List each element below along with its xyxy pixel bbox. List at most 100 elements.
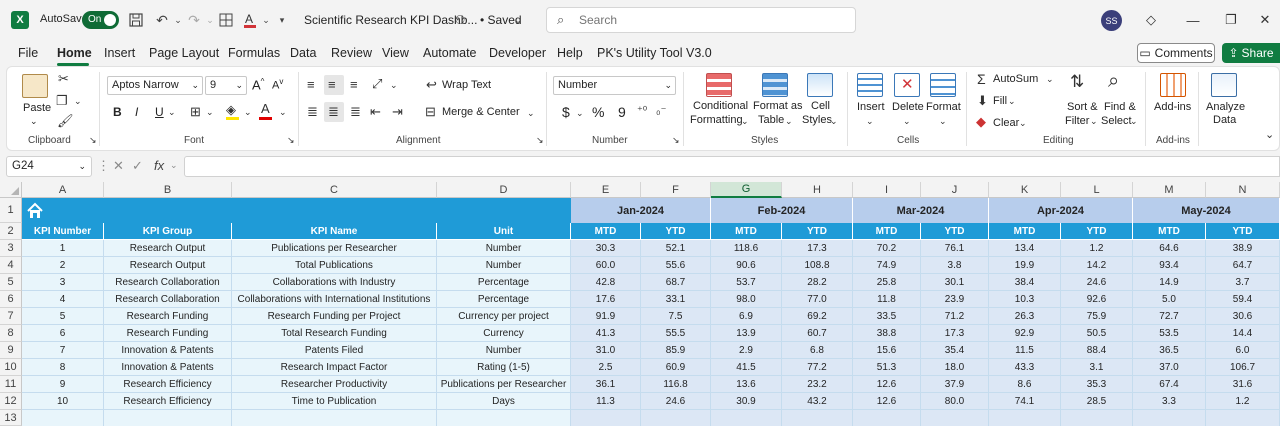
kpi-value-cell[interactable]: 38.9: [1206, 240, 1280, 257]
kpi-value-cell[interactable]: 10.3: [989, 291, 1061, 308]
kpi-value-cell[interactable]: 71.2: [921, 308, 989, 325]
save-icon[interactable]: [126, 10, 146, 30]
empty-cell[interactable]: [22, 410, 104, 426]
number-format-select[interactable]: Number ⌄: [553, 76, 676, 95]
kpi-value-cell[interactable]: 35.4: [921, 342, 989, 359]
column-header[interactable]: N: [1206, 182, 1280, 198]
column-header[interactable]: G: [711, 182, 782, 198]
kpi-value-cell[interactable]: 91.9: [571, 308, 641, 325]
kpi-label-cell[interactable]: Time to Publication: [232, 393, 437, 410]
cancel-icon[interactable]: ✕: [113, 158, 124, 173]
kpi-label-cell[interactable]: Innovation & Patents: [104, 342, 232, 359]
kpi-label-cell[interactable]: Research Efficiency: [104, 376, 232, 393]
kpi-value-cell[interactable]: 6.9: [711, 308, 782, 325]
kpi-value-cell[interactable]: 116.8: [641, 376, 711, 393]
kpi-value-cell[interactable]: 59.4: [1206, 291, 1280, 308]
collapse-ribbon-icon[interactable]: ⌄: [1265, 129, 1275, 141]
kpi-label-cell[interactable]: Research Impact Factor: [232, 359, 437, 376]
kpi-label-cell[interactable]: Number: [437, 240, 571, 257]
kpi-label-cell[interactable]: Researcher Productivity: [232, 376, 437, 393]
row-header[interactable]: 13: [0, 410, 22, 426]
kpi-label-cell[interactable]: Research Funding: [104, 325, 232, 342]
tab-home[interactable]: Home: [57, 46, 92, 60]
kpi-value-cell[interactable]: 3.3: [1133, 393, 1206, 410]
column-header[interactable]: C: [232, 182, 437, 198]
kpi-value-cell[interactable]: 60.9: [641, 359, 711, 376]
kpi-value-cell[interactable]: 88.4: [1061, 342, 1133, 359]
kpi-value-cell[interactable]: 7.5: [641, 308, 711, 325]
empty-cell[interactable]: [782, 410, 853, 426]
kpi-value-cell[interactable]: 5.0: [1133, 291, 1206, 308]
decrease-decimal-icon[interactable]: ₀⁻: [656, 105, 667, 117]
tab-view[interactable]: View: [382, 46, 409, 60]
row-header[interactable]: 12: [0, 393, 22, 410]
column-header[interactable]: J: [921, 182, 989, 198]
customize-toolbar-icon[interactable]: ▾: [279, 14, 285, 25]
alignment-launcher-icon[interactable]: ↘: [536, 135, 544, 145]
kpi-value-cell[interactable]: 77.0: [782, 291, 853, 308]
font-color-dropdown-icon[interactable]: ⌄: [279, 107, 287, 117]
kpi-label-cell[interactable]: 4: [22, 291, 104, 308]
kpi-value-cell[interactable]: 55.6: [641, 257, 711, 274]
select-all-button[interactable]: [0, 182, 22, 198]
kpi-label-cell[interactable]: Percentage: [437, 291, 571, 308]
row-header[interactable]: 5: [0, 274, 22, 291]
more-options-icon[interactable]: ⋮: [97, 158, 110, 173]
avatar[interactable]: SS: [1101, 10, 1122, 31]
kpi-value-cell[interactable]: 68.7: [641, 274, 711, 291]
kpi-value-cell[interactable]: 6.8: [782, 342, 853, 359]
tab-pk-utility-tool[interactable]: PK's Utility Tool V3.0: [597, 46, 712, 60]
kpi-value-cell[interactable]: 18.0: [921, 359, 989, 376]
kpi-value-cell[interactable]: 12.6: [853, 376, 921, 393]
kpi-value-cell[interactable]: 51.3: [853, 359, 921, 376]
empty-cell[interactable]: [437, 410, 571, 426]
close-icon[interactable]: ✕: [1259, 12, 1271, 27]
kpi-value-cell[interactable]: 3.7: [1206, 274, 1280, 291]
column-header[interactable]: M: [1133, 182, 1206, 198]
name-box[interactable]: G24 ⌄: [6, 156, 92, 177]
kpi-value-cell[interactable]: 14.9: [1133, 274, 1206, 291]
empty-cell[interactable]: [1133, 410, 1206, 426]
kpi-label-cell[interactable]: Percentage: [437, 274, 571, 291]
kpi-label-cell[interactable]: Research Collaboration: [104, 291, 232, 308]
cut-icon[interactable]: ✂: [58, 71, 69, 86]
kpi-label-cell[interactable]: Total Research Funding: [232, 325, 437, 342]
redo-dropdown-icon[interactable]: ⌄: [206, 14, 214, 25]
row-header[interactable]: 7: [0, 308, 22, 325]
kpi-value-cell[interactable]: 74.9: [853, 257, 921, 274]
underline-dropdown-icon[interactable]: ⌄: [168, 107, 176, 117]
kpi-value-cell[interactable]: 6.0: [1206, 342, 1280, 359]
kpi-value-cell[interactable]: 92.9: [989, 325, 1061, 342]
orientation-icon[interactable]: ⤢: [372, 76, 383, 91]
undo-icon[interactable]: ↶: [156, 11, 168, 28]
kpi-label-cell[interactable]: Publications per Researcher: [232, 240, 437, 257]
restore-icon[interactable]: ❐: [1225, 12, 1237, 27]
row-header[interactable]: 11: [0, 376, 22, 393]
empty-cell[interactable]: [641, 410, 711, 426]
kpi-value-cell[interactable]: 3.8: [921, 257, 989, 274]
kpi-label-cell[interactable]: Collaborations with International Instit…: [232, 291, 437, 308]
row-header[interactable]: 8: [0, 325, 22, 342]
kpi-label-cell[interactable]: 7: [22, 342, 104, 359]
borders-icon[interactable]: [216, 10, 236, 30]
kpi-label-cell[interactable]: 5: [22, 308, 104, 325]
kpi-value-cell[interactable]: 53.5: [1133, 325, 1206, 342]
kpi-label-cell[interactable]: Research Funding: [104, 308, 232, 325]
align-center-button[interactable]: ≣: [324, 102, 344, 122]
kpi-value-cell[interactable]: 38.8: [853, 325, 921, 342]
column-header[interactable]: H: [782, 182, 853, 198]
column-header[interactable]: B: [104, 182, 232, 198]
kpi-value-cell[interactable]: 31.6: [1206, 376, 1280, 393]
kpi-label-cell[interactable]: Patents Filed: [232, 342, 437, 359]
kpi-label-cell[interactable]: 8: [22, 359, 104, 376]
empty-cell[interactable]: [571, 410, 641, 426]
column-header[interactable]: L: [1061, 182, 1133, 198]
kpi-value-cell[interactable]: 30.3: [571, 240, 641, 257]
kpi-value-cell[interactable]: 13.4: [989, 240, 1061, 257]
kpi-value-cell[interactable]: 15.6: [853, 342, 921, 359]
tab-page-layout[interactable]: Page Layout: [149, 46, 220, 60]
decrease-font-size-icon[interactable]: Av: [272, 77, 284, 92]
empty-cell[interactable]: [921, 410, 989, 426]
tab-formulas[interactable]: Formulas: [228, 46, 281, 60]
tab-developer[interactable]: Developer: [489, 46, 546, 60]
